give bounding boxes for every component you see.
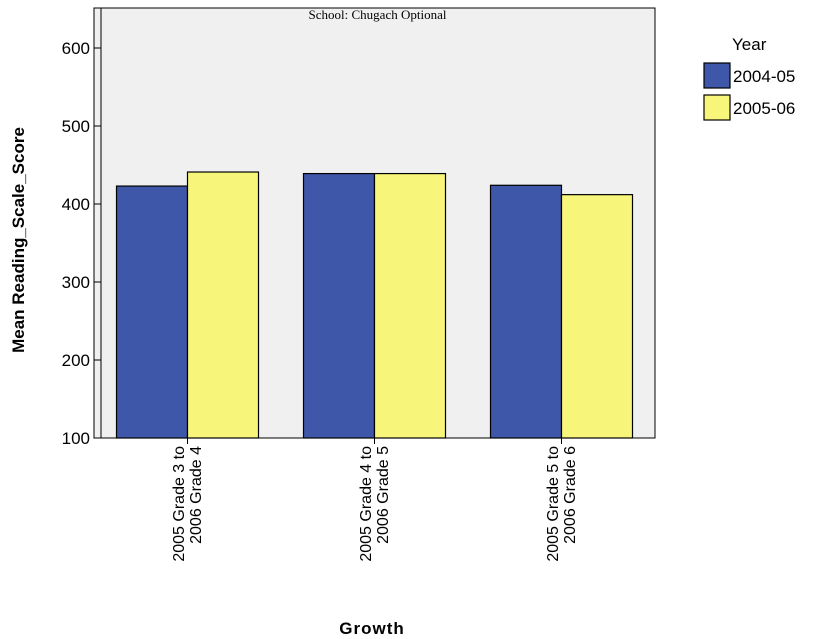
legend: Year 2004-05 2005-06 [703, 35, 795, 121]
y-tick-label: 600 [62, 39, 90, 58]
x-tick-label: 2005 Grade 5 to [545, 446, 562, 562]
y-axis: 100 200 300 400 500 600 [62, 8, 102, 448]
y-tick-label: 200 [62, 351, 90, 370]
legend-label: 2005-06 [733, 99, 795, 118]
legend-swatch [703, 94, 731, 121]
x-tick-label: 2005 Grade 4 to [358, 446, 375, 562]
y-tick-label: 400 [62, 195, 90, 214]
y-axis-title: Mean Reading_Scale_Score [9, 127, 28, 353]
chart-subtitle: School: Chugach Optional [309, 7, 447, 22]
bar-2005-06-2 [560, 194, 634, 439]
legend-swatch [703, 62, 731, 89]
bars-layer [101, 171, 655, 439]
bar-2004-05-0 [115, 185, 189, 439]
x-axis: 2005 Grade 3 to 2006 Grade 4 2005 Grade 4 … [171, 438, 579, 562]
bar-2005-06-1 [373, 172, 447, 439]
y-tick-label: 300 [62, 273, 90, 292]
x-tick-label: 2006 Grade 4 [188, 446, 205, 544]
x-tick-label: 2006 Grade 6 [562, 446, 579, 544]
x-axis-title: Growth [339, 619, 405, 638]
bar-2004-05-2 [489, 184, 563, 439]
x-tick-label: 2005 Grade 3 to [171, 446, 188, 562]
bar-2005-06-0 [186, 171, 260, 439]
x-tick-label: 2006 Grade 5 [375, 446, 392, 544]
bar-2004-05-1 [302, 172, 376, 439]
y-tick-label: 500 [62, 117, 90, 136]
legend-title: Year [732, 35, 767, 54]
legend-label: 2004-05 [733, 67, 795, 86]
y-tick-label: 100 [62, 429, 90, 448]
